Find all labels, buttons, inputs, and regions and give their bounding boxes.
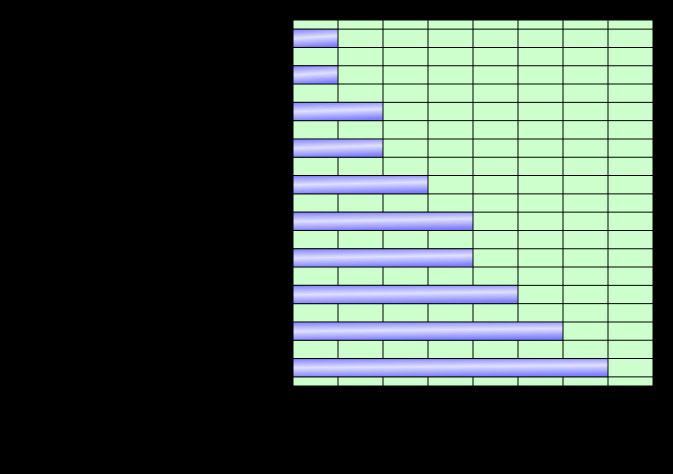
bar [292,211,474,231]
bar [292,175,429,195]
bar [292,284,519,305]
bar [292,101,384,122]
bar [292,321,564,341]
plot-border [292,19,654,387]
bar [292,138,384,158]
bar [292,28,339,48]
bar [292,248,474,268]
bar [292,65,339,85]
bar [292,358,609,378]
